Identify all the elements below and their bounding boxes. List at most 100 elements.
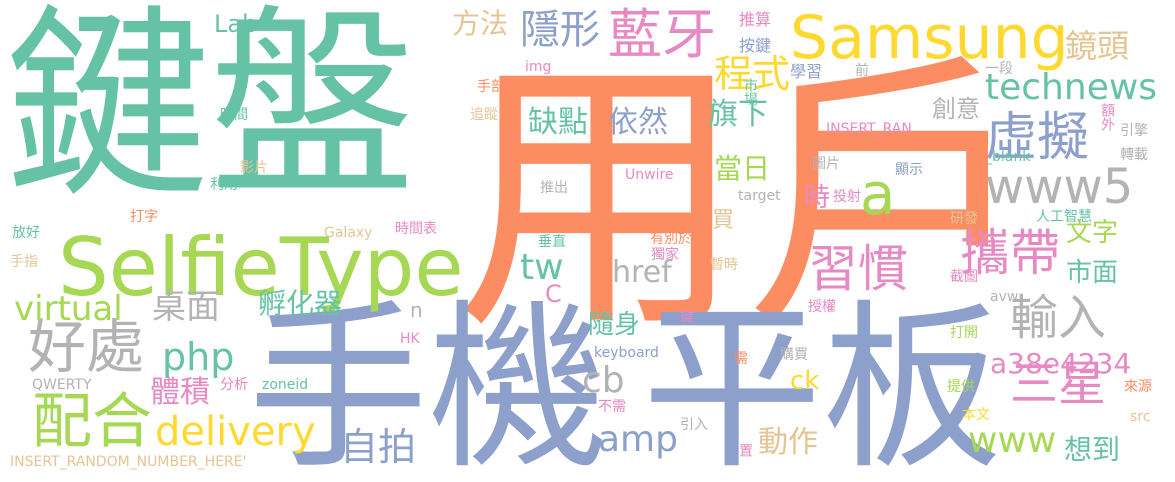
cloud-word-w54: 一段 (985, 61, 1013, 77)
cloud-word-w30: 市面 (1066, 258, 1119, 288)
cloud-word-unwire: Unwire (625, 167, 674, 183)
cloud-word-w78: 研發 (950, 211, 978, 227)
cloud-word-technews: technews (985, 67, 1158, 108)
cloud-word-w13: 好處 (28, 313, 145, 381)
cloud-word-w26: 當日 (714, 152, 771, 185)
cloud-word-src: src (1130, 409, 1151, 425)
cloud-word-w7: 虛擬 (985, 108, 1090, 168)
cloud-word-virtual: virtual (14, 289, 123, 329)
cloud-word-n: n (410, 298, 423, 322)
cloud-word-w50: 推算 (739, 10, 772, 29)
cloud-word-w79: 人工智慧 (1036, 209, 1092, 225)
cloud-word-w45: 自拍 (340, 425, 417, 469)
cloud-word-ck: ck (790, 366, 820, 396)
cloud-word-qwerty: QWERTY (32, 377, 92, 393)
cloud-word-w62: 打字 (130, 209, 158, 225)
cloud-word-w28: 買 (712, 208, 735, 233)
cloud-word-w76: 引擎 (1120, 123, 1148, 139)
cloud-word-w25: 創意 (932, 95, 980, 123)
cloud-word-php: php (162, 335, 235, 379)
cloud-word-tw: tw (520, 247, 564, 288)
cloud-word-w80: 垂直 (538, 234, 566, 250)
cloud-word-w84: 截圖 (950, 269, 978, 285)
cloud-word-href: href (612, 255, 672, 290)
cloud-word-avw: avw (990, 289, 1019, 305)
cloud-word-img: img (525, 59, 552, 75)
cloud-word-w97: 來源 (1124, 379, 1152, 395)
cloud-word-w53: 前 (855, 63, 869, 79)
cloud-word-w51: 按鍵 (739, 36, 772, 55)
cloud-word-w83: 暫時 (710, 257, 738, 273)
cloud-word-w55: 市場 (742, 78, 758, 106)
cloud-word-w10: 習慣 (808, 240, 908, 298)
cloud-word-w23: 依然 (608, 105, 668, 140)
cloud-word-www: www (968, 420, 1057, 461)
cloud-word-w18: 程式 (714, 52, 791, 96)
cloud-word-keyboard: keyboard (594, 345, 659, 361)
cloud-word-w39: 隨身 (588, 310, 641, 340)
cloud-word-w99: 本文 (962, 407, 990, 423)
cloud-word-w3: 平板 (642, 285, 1003, 482)
cloud-word-w88: 鍵 (680, 309, 694, 325)
cloud-word-insert-ran: INSERT_RAN (826, 121, 912, 137)
cloud-word-w92: 購買 (780, 347, 808, 363)
cloud-word-insert-random-number-here: INSERT_RANDOM_NUMBER_HERE' (10, 454, 247, 470)
cloud-word-w96: 提供 (947, 379, 975, 395)
cloud-word-w11: 輸入 (1010, 290, 1107, 346)
cloud-word-w64: 手指 (10, 254, 38, 270)
cloud-word-w77: 轉載 (1120, 147, 1148, 163)
cloud-word-c: C (545, 280, 562, 308)
cloud-word-w22: 缺點 (528, 105, 588, 140)
cloud-word-w87: 打開 (950, 325, 978, 341)
cloud-word-w24: 旗下 (708, 97, 768, 132)
cloud-word-target: target (738, 188, 781, 204)
cloud-word-w72: 顯示 (895, 162, 923, 178)
cloud-word-w91: 需 (734, 351, 748, 367)
cloud-word-cb: cb (582, 360, 625, 401)
cloud-word-w19: 鏡頭 (1065, 27, 1130, 65)
cloud-word-w61: 利用 (210, 177, 238, 193)
cloud-word-w66: 時間表 (395, 221, 437, 237)
cloud-word-hk: HK (400, 331, 420, 347)
cloud-word-w1: 用戶 (455, 31, 1035, 368)
cloud-word-w63: 放好 (12, 225, 40, 241)
cloud-word-galaxy: Galaxy (324, 225, 373, 241)
cloud-word-w43: 體積 (150, 375, 210, 410)
cloud-word-www5: www5 (985, 159, 1134, 215)
cloud-word-w47: 動作 (758, 425, 818, 460)
cloud-word-blank: _blank (985, 149, 1031, 165)
cloud-word-amp: amp (598, 419, 678, 460)
cloud-word-w81: 有別於 (650, 231, 692, 247)
cloud-word-w94: 分析 (220, 377, 248, 393)
cloud-word-w82: 獨家 (651, 247, 679, 263)
cloud-word-w9: 攜帶 (960, 224, 1060, 282)
cloud-word-delivery: delivery (155, 409, 316, 455)
cloud-word-w2: 手機 (248, 285, 609, 482)
cloud-word-w98: 不需 (598, 399, 626, 415)
cloud-word-lab: Lab (214, 10, 258, 38)
cloud-word-w14: 配合 (32, 387, 152, 457)
cloud-word-w20: 方法 (452, 7, 509, 40)
cloud-word-w34: 桌面 (152, 287, 220, 327)
cloud-word-w6: 藍牙 (608, 3, 716, 66)
cloud-word-w68: 推出 (540, 180, 568, 196)
cloud-word-w29: 文字 (1066, 218, 1119, 248)
cloud-word-w102: 置 (737, 443, 753, 457)
cloud-word-a: a (860, 160, 896, 228)
cloud-word-w70: 投射 (833, 189, 861, 205)
cloud-word-w75: 額外 (1099, 103, 1115, 131)
cloud-word-w56: 手部 (477, 79, 505, 95)
cloud-word-samsung: Samsung (790, 3, 1069, 73)
cloud-word-w27: 時 (804, 183, 831, 213)
cloud-word-w86: 授權 (808, 299, 836, 315)
cloud-word-a38e4234: a38e4234 (990, 347, 1132, 380)
cloud-word-w0: 鍵盤 (5, 0, 415, 226)
cloud-word-w49: 想到 (1064, 433, 1121, 466)
cloud-word-w60: 影片 (240, 160, 268, 176)
cloud-word-w52: 學習 (790, 62, 823, 81)
cloud-word-w59: 時間 (220, 107, 248, 123)
cloud-word-w71: 圖片 (812, 156, 840, 172)
cloud-word-zoneid: zoneid (262, 377, 309, 393)
cloud-word-w58: 追蹤 (470, 107, 498, 123)
